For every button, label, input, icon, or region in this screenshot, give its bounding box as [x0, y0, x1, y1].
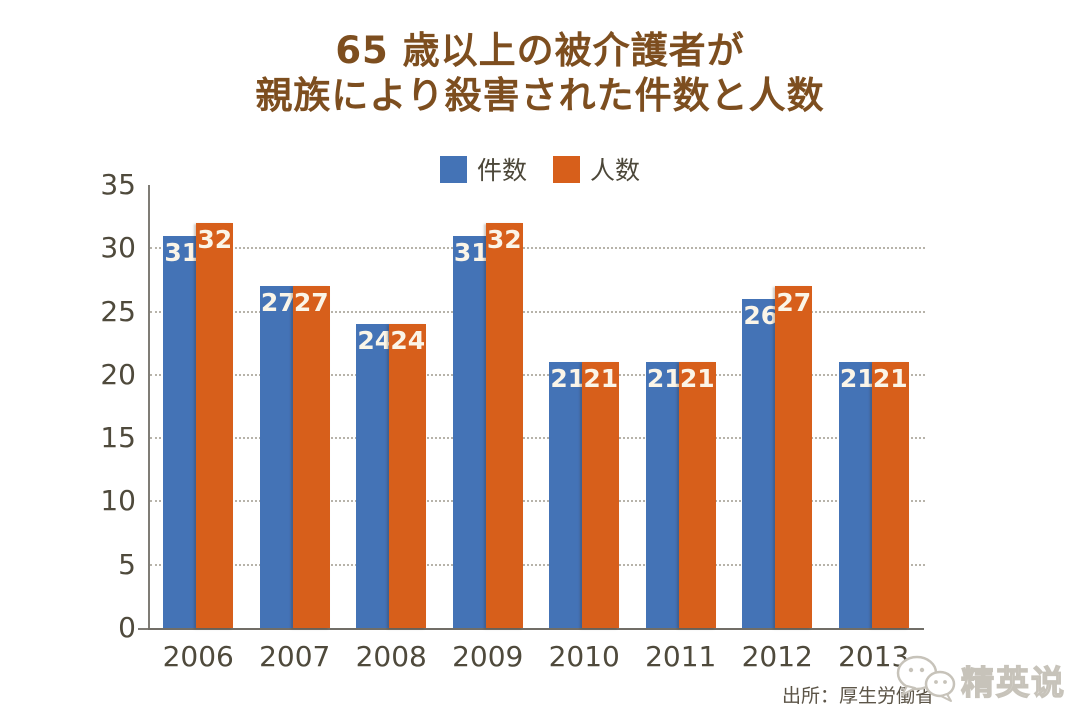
bar-value-label: 31	[164, 237, 200, 267]
legend-label-kensu: 件数	[476, 156, 527, 185]
bar-人数-2007: 27	[292, 286, 330, 628]
y-tick-label-0: 0	[118, 611, 136, 644]
bar-value-label: 21	[583, 364, 619, 394]
source-note: 出所：厚生労働省	[781, 685, 934, 707]
x-tick-label-2007: 2007	[259, 640, 331, 673]
bar-group-2010: 21 21 2010	[547, 185, 621, 673]
bar-group-2009: 31 32 2009	[451, 185, 525, 673]
y-tick-label-10: 10	[100, 484, 136, 518]
x-tick-label-2006: 2006	[162, 640, 234, 673]
legend-item-kensu: 件数	[439, 151, 527, 187]
x-tick-label-2008: 2008	[355, 640, 427, 673]
x-tick-label-2009: 2009	[452, 640, 524, 673]
gridline-15	[150, 437, 925, 440]
bar-value-label: 31	[453, 237, 489, 267]
bar-人数-2011: 21	[678, 362, 716, 628]
bar-value-label: 21	[872, 364, 908, 394]
x-tick-label-2012: 2012	[741, 640, 813, 673]
bar-group-2007: 27 27 2007	[258, 185, 332, 673]
bar-人数-2010: 21	[582, 362, 620, 628]
x-tick-label-2011: 2011	[645, 640, 717, 673]
bar-件数-2009: 31	[452, 235, 490, 628]
chart-title-line2: 親族により殺害された件数と人数	[255, 74, 825, 118]
bar-value-label: 24	[390, 326, 426, 356]
x-axis-line	[148, 628, 924, 630]
bar-value-label: 27	[260, 288, 296, 318]
bar-件数-2013: 21	[838, 362, 876, 628]
gridline-20	[150, 373, 925, 376]
bar-value-label: 21	[839, 364, 875, 394]
bar-group-2011: 21 21 2011	[644, 185, 718, 673]
bar-人数-2012: 27	[775, 286, 813, 628]
gridline-25	[150, 310, 925, 313]
bar-件数-2007: 27	[259, 286, 297, 628]
gridline-10	[150, 500, 925, 503]
bar-value-label: 32	[197, 224, 233, 254]
legend: 件数 人数	[0, 151, 1080, 187]
y-tick-label-20: 20	[100, 357, 136, 391]
y-tick-label-25: 25	[100, 294, 136, 328]
y-tick-label-15: 15	[100, 421, 136, 455]
bar-group-2013: 21 21 2013	[837, 185, 911, 673]
bar-件数-2011: 21	[645, 362, 683, 628]
bar-value-label: 21	[550, 364, 586, 394]
y-tick-label-5: 5	[118, 547, 136, 581]
legend-item-ninzu: 人数	[553, 151, 640, 187]
y-tick-label-35: 35	[100, 168, 136, 201]
bar-件数-2010: 21	[549, 362, 587, 628]
bar-value-label: 32	[486, 224, 522, 254]
watermark-text: 精英说	[960, 662, 1066, 702]
plot-area: 0 5 10 15 20 25 30 35 31 32 2006 27 27 2007 24 24 2008 3…	[100, 168, 925, 673]
chart-title-line1: 65 歳以上の被介護者が	[335, 29, 745, 72]
watermark: 精英说	[895, 651, 1066, 709]
bar-value-label: 21	[679, 364, 715, 394]
bar-value-label: 21	[646, 364, 682, 394]
gridline-30	[150, 247, 925, 250]
bar-value-label: 27	[776, 288, 812, 318]
x-axis-zero-tick	[138, 628, 148, 630]
bar-件数-2008: 24	[356, 324, 394, 628]
bar-人数-2008: 24	[389, 324, 427, 628]
bar-人数-2013: 21	[871, 362, 909, 628]
bar-group-2006: 31 32 2006	[161, 185, 235, 673]
bar-value-label: 27	[293, 288, 329, 318]
wechat-bubbles-icon	[895, 651, 957, 709]
bar-value-label: 26	[743, 300, 779, 330]
bar-人数-2009: 32	[485, 222, 523, 628]
bar-件数-2006: 31	[163, 235, 201, 628]
bar-group-2012: 26 27 2012	[740, 185, 814, 673]
legend-label-ninzu: 人数	[590, 156, 641, 185]
gridline-5	[150, 563, 925, 566]
legend-swatch-kensu	[439, 155, 467, 183]
bar-件数-2012: 26	[742, 298, 780, 628]
bar-group-2008: 24 24 2008	[354, 185, 428, 673]
y-axis-line	[148, 185, 150, 630]
y-tick-label-30: 30	[100, 231, 136, 265]
x-tick-label-2010: 2010	[548, 640, 620, 673]
legend-swatch-ninzu	[553, 155, 580, 183]
bar-groups: 31 32 2006 27 27 2007 24 24 2008 31 32 2009 21 21 2010…	[150, 185, 922, 673]
bar-人数-2006: 32	[196, 222, 234, 628]
chart-title: 65 歳以上の被介護者が 親族により殺害された件数と人数	[0, 28, 1080, 118]
bar-value-label: 24	[357, 326, 393, 356]
x-tick-label-2013: 2013	[838, 640, 910, 673]
